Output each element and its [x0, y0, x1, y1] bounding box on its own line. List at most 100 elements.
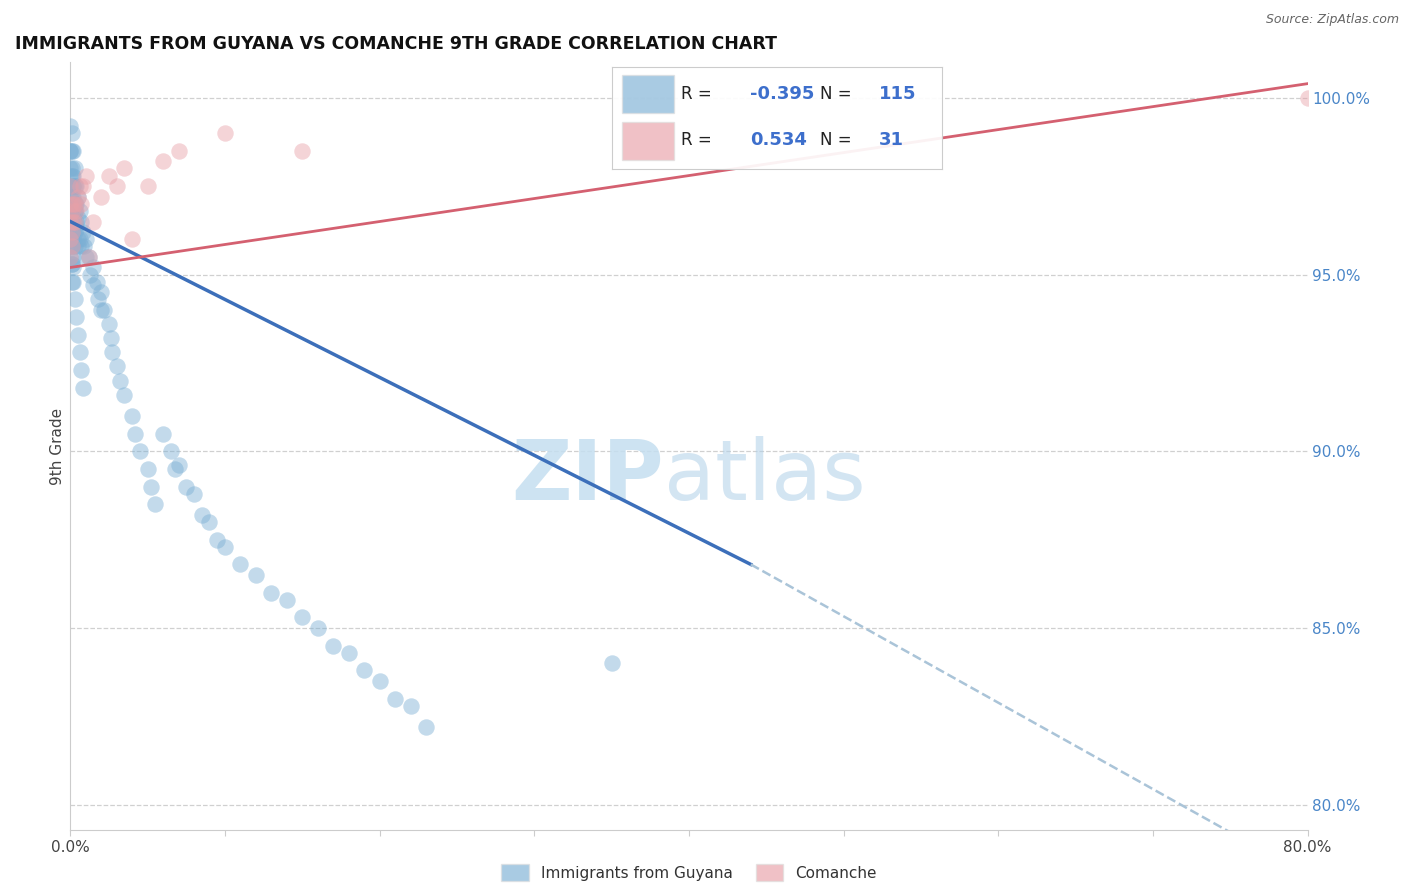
Point: [86, 275, 108, 289]
Point: [307, 621, 329, 635]
Point: [59, 197, 82, 211]
Point: [75, 232, 97, 246]
Point: [67, 190, 90, 204]
Point: [60, 257, 83, 271]
Point: [60, 239, 83, 253]
Point: [63, 225, 86, 239]
Point: [65, 197, 87, 211]
Point: [63, 214, 86, 228]
Point: [160, 444, 183, 458]
Point: [59, 250, 82, 264]
Point: [60, 257, 83, 271]
Point: [69, 345, 91, 359]
Point: [77, 250, 100, 264]
Point: [62, 214, 84, 228]
Point: [60, 221, 83, 235]
Point: [165, 462, 187, 476]
Point: [69, 232, 91, 246]
FancyBboxPatch shape: [621, 75, 675, 113]
Point: [245, 568, 267, 582]
Point: [59, 214, 82, 228]
Point: [59, 179, 82, 194]
Text: -0.395: -0.395: [751, 85, 814, 103]
Point: [1296, 91, 1319, 105]
Point: [69, 179, 91, 194]
Point: [59, 250, 82, 264]
Point: [70, 363, 93, 377]
Point: [65, 214, 87, 228]
Point: [67, 211, 90, 225]
Point: [60, 144, 83, 158]
Point: [59, 190, 82, 204]
Point: [167, 144, 190, 158]
Point: [70, 214, 93, 228]
Point: [229, 558, 252, 572]
Point: [145, 497, 167, 511]
Point: [62, 169, 84, 183]
Point: [70, 239, 93, 253]
Point: [59, 239, 82, 253]
Text: atlas: atlas: [664, 436, 866, 517]
Point: [82, 260, 105, 275]
Point: [136, 179, 159, 194]
Point: [101, 345, 124, 359]
Point: [124, 426, 146, 441]
Point: [353, 664, 375, 678]
Point: [114, 388, 136, 402]
Point: [67, 327, 90, 342]
Point: [260, 585, 283, 599]
Point: [65, 221, 87, 235]
Point: [114, 161, 136, 176]
Point: [65, 203, 87, 218]
Point: [214, 126, 236, 140]
Point: [70, 197, 93, 211]
Point: [75, 169, 97, 183]
Point: [65, 310, 87, 324]
Text: R =: R =: [681, 85, 711, 103]
Point: [60, 126, 83, 140]
Point: [276, 592, 298, 607]
Point: [214, 540, 236, 554]
Point: [69, 203, 91, 218]
Point: [105, 359, 128, 374]
Text: IMMIGRANTS FROM GUYANA VS COMANCHE 9TH GRADE CORRELATION CHART: IMMIGRANTS FROM GUYANA VS COMANCHE 9TH G…: [14, 35, 776, 53]
Point: [174, 480, 197, 494]
Point: [60, 169, 83, 183]
Point: [62, 275, 84, 289]
Point: [87, 293, 110, 307]
Point: [600, 657, 623, 671]
Text: ZIP: ZIP: [512, 436, 664, 517]
Point: [62, 232, 84, 246]
Legend: Immigrants from Guyana, Comanche: Immigrants from Guyana, Comanche: [495, 858, 883, 888]
Point: [59, 232, 82, 246]
Point: [67, 232, 90, 246]
Point: [191, 508, 214, 522]
Point: [77, 250, 100, 264]
Point: [100, 331, 122, 345]
Point: [59, 144, 82, 158]
Point: [98, 317, 121, 331]
Point: [337, 646, 360, 660]
Point: [129, 444, 152, 458]
Point: [167, 458, 190, 473]
Point: [62, 179, 84, 194]
Point: [63, 197, 86, 211]
Point: [72, 179, 94, 194]
Text: 31: 31: [879, 131, 904, 149]
Point: [63, 203, 86, 218]
Point: [60, 190, 83, 204]
Point: [67, 239, 90, 253]
Point: [62, 190, 84, 204]
Point: [60, 203, 83, 218]
Point: [93, 302, 115, 317]
Point: [62, 197, 84, 211]
Point: [291, 610, 314, 624]
Point: [136, 462, 159, 476]
Point: [79, 268, 101, 282]
Point: [82, 278, 105, 293]
Point: [90, 190, 112, 204]
Point: [368, 674, 391, 689]
Point: [291, 144, 314, 158]
Y-axis label: 9th Grade: 9th Grade: [49, 408, 65, 484]
Point: [59, 203, 82, 218]
